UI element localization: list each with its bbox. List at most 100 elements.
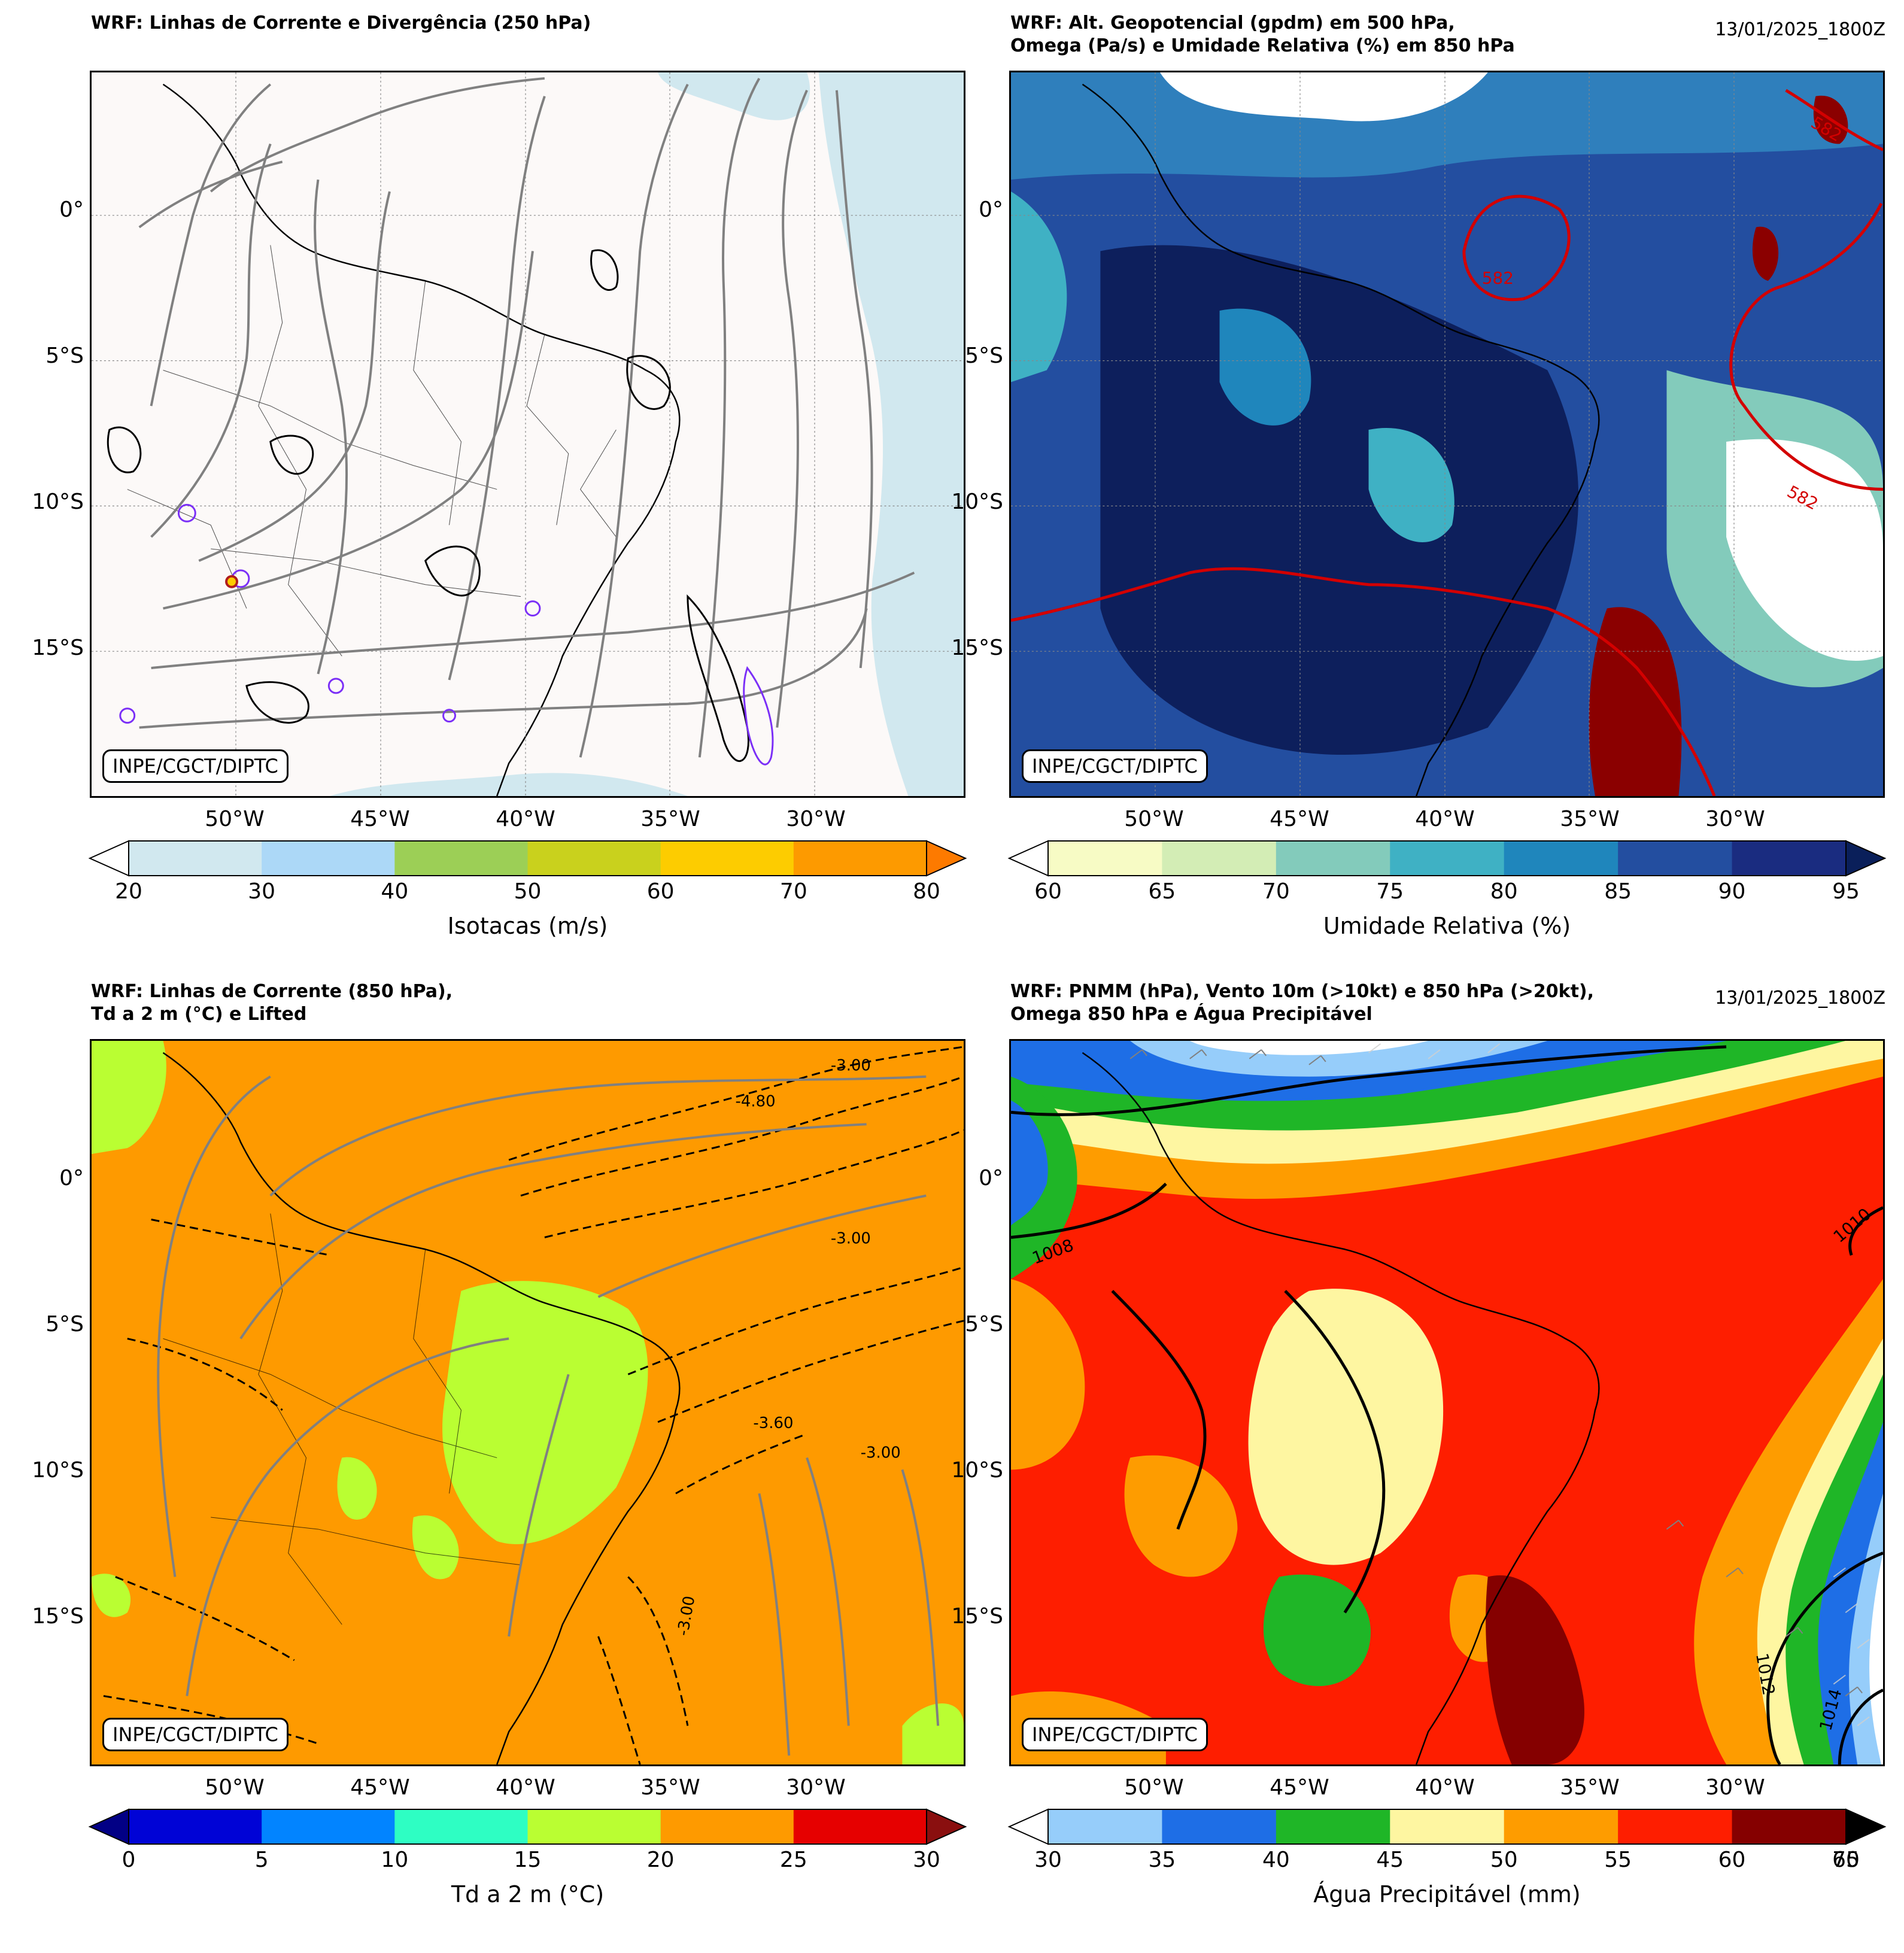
colorbar: 30 35 40 45 50 55 60 70 65 Água Precipitável (mm) (1007, 1808, 1887, 1908)
map-area[interactable]: 1008 1010 1012 1014 INPE/CGCT/DIPTC (1009, 1039, 1885, 1766)
colorbar-segment (527, 1809, 661, 1844)
colorbar-tick-label: 50 (514, 879, 542, 904)
colorbar-tick-label: 70 (1262, 879, 1290, 904)
colorbar-frame (128, 840, 927, 876)
colorbar-segment (1276, 841, 1390, 876)
colorbar-tick-label: 10 (381, 1848, 409, 1872)
colorbar-label: Isotacas (m/s) (447, 913, 608, 939)
contour-label: -3.00 (831, 1229, 871, 1247)
lon-label: 35°W (1560, 1775, 1620, 1800)
colorbar-tick-label: 25 (779, 1848, 807, 1872)
colorbar-tick-label: 70 (1832, 1848, 1860, 1872)
lon-label: 30°W (1705, 1775, 1765, 1800)
lat-label: 15°S (32, 636, 84, 660)
lat-label: 15°S (951, 1604, 1003, 1629)
map-graphic: 1008 1010 1012 1014 (1011, 1041, 1883, 1764)
panel-streamlines-850hpa: WRF: Linhas de Corrente (850 hPa), Td a … (0, 968, 1885, 1938)
colorbar-label: Água Precipitável (mm) (1313, 1881, 1581, 1908)
colorbar-tick-label: 45 (1376, 1848, 1404, 1872)
colorbar: 0 5 10 15 20 25 30 Td a 2 m (°C) (88, 1808, 967, 1908)
credit-badge: INPE/CGCT/DIPTC (102, 749, 289, 783)
lon-label: 40°W (496, 1775, 555, 1800)
lon-label: 30°W (1705, 807, 1765, 831)
contour-label: -3.00 (831, 1057, 871, 1075)
lat-label: 15°S (32, 1604, 84, 1629)
colorbar-tick-label: 0 (122, 1848, 136, 1872)
lon-label: 50°W (205, 1775, 265, 1800)
lat-label: 5°S (45, 1312, 84, 1337)
map-graphic: -3.00 -4.80 -3.00 -3.60 -3.00 -3.00 (92, 1041, 964, 1764)
colorbar-segment (1618, 841, 1733, 876)
panel-pnmm-precipitable-water: WRF: PNMM (hPa), Vento 10m (>10kt) e 850… (919, 968, 1887, 1938)
contour-label: -3.00 (861, 1444, 901, 1462)
map-area[interactable]: INPE/CGCT/DIPTC (90, 71, 965, 798)
colorbar-segment (1048, 1809, 1162, 1844)
colorbar-segment (129, 841, 262, 876)
colorbar-graphic (88, 840, 967, 877)
credit-badge: INPE/CGCT/DIPTC (1022, 1718, 1208, 1751)
lon-label: 35°W (1560, 807, 1620, 831)
map-area[interactable]: -3.00 -4.80 -3.00 -3.60 -3.00 -3.00 INPE… (90, 1039, 965, 1766)
colorbar-segment (1276, 1809, 1390, 1844)
panel-date: 13/01/2025_1800Z (1715, 19, 1885, 40)
panel-date: 13/01/2025_1800Z (1715, 988, 1885, 1009)
colorbar-tick-label: 55 (1604, 1848, 1632, 1872)
contour-label: 582 (1482, 268, 1514, 288)
lon-label: 45°W (1270, 807, 1329, 831)
lon-label: 35°W (640, 807, 700, 831)
colorbar-tick-label: 85 (1604, 879, 1632, 904)
panel-geopotential-500hpa: WRF: Alt. Geopotencial (gpdm) em 500 hPa… (919, 0, 1887, 970)
lat-label: 10°S (32, 1458, 84, 1483)
contour-label: -3.60 (753, 1414, 793, 1432)
contour-label: -4.80 (736, 1092, 776, 1110)
colorbar-segment (394, 841, 528, 876)
lon-label: 45°W (350, 807, 410, 831)
lat-label: 10°S (951, 1458, 1003, 1483)
panel-title: WRF: PNMM (hPa), Vento 10m (>10kt) e 850… (1010, 981, 1595, 1025)
colorbar-under-extension (88, 1808, 129, 1845)
colorbar-segment (1390, 841, 1505, 876)
lon-label: 50°W (1124, 807, 1184, 831)
colorbar-tick-label: 20 (115, 879, 142, 904)
colorbar-segment (129, 1809, 262, 1844)
colorbar-tick-label: 30 (1034, 1848, 1062, 1872)
colorbar-tick-label: 90 (1718, 879, 1746, 904)
lon-label: 45°W (350, 1775, 410, 1800)
lat-label: 10°S (951, 490, 1003, 514)
credit-badge: INPE/CGCT/DIPTC (102, 1718, 289, 1751)
lat-label: 0° (59, 1166, 84, 1190)
colorbar-tick-label: 60 (1034, 879, 1062, 904)
map-area[interactable]: 582 582 582 INPE/CGCT/DIPTC (1009, 71, 1885, 798)
panel-title: WRF: Alt. Geopotencial (gpdm) em 500 hPa… (1010, 13, 1515, 56)
colorbar-under-extension (1007, 1808, 1049, 1845)
colorbar-over-extension (1845, 840, 1887, 877)
colorbar-tick-label: 30 (913, 1848, 940, 1872)
panel-date: 13/01/2025_1800Z (1715, 988, 1885, 1009)
colorbar-tick-label: 95 (1832, 879, 1860, 904)
colorbar-segment (1732, 841, 1847, 876)
colorbar-segment (394, 1809, 528, 1844)
panel-date: 13/01/2025_1800Z (1715, 19, 1885, 40)
lat-label: 0° (979, 1166, 1003, 1190)
colorbar-under-extension (88, 840, 129, 877)
colorbar-tick-label: 80 (913, 879, 940, 904)
lon-label: 30°W (786, 807, 846, 831)
colorbar-segment (1504, 841, 1618, 876)
colorbar-tick-label: 65 (1832, 1848, 1860, 1872)
colorbar-segment (527, 841, 661, 876)
colorbar-tick-label: 50 (1490, 1848, 1518, 1872)
lon-label: 50°W (1124, 1775, 1184, 1800)
colorbar-tick-label: 5 (254, 1848, 269, 1872)
panel-title: WRF: Linhas de Corrente e Divergência (2… (91, 13, 591, 34)
colorbar-tick-label: 15 (514, 1848, 542, 1872)
lon-label: 30°W (786, 1775, 846, 1800)
colorbar-label: Umidade Relativa (%) (1323, 913, 1571, 939)
lon-label: 40°W (496, 807, 555, 831)
lon-label: 40°W (1415, 1775, 1475, 1800)
colorbar-tick-label: 35 (1148, 1848, 1176, 1872)
colorbar-segment (262, 841, 395, 876)
colorbar-frame (1047, 840, 1847, 876)
colorbar-segment (1732, 1809, 1847, 1844)
colorbar-tick-label: 60 (646, 879, 675, 904)
